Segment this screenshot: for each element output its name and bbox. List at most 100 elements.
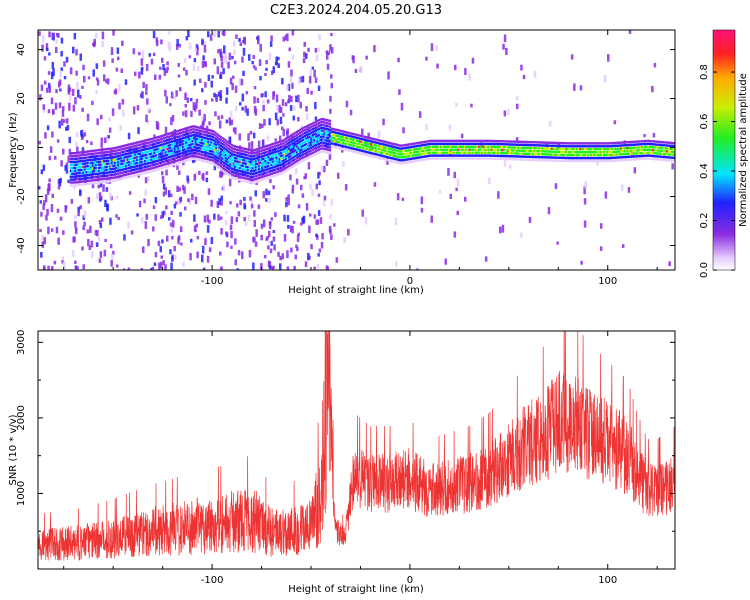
spectrogram-cell bbox=[428, 148, 431, 152]
spectrogram-cell bbox=[387, 150, 390, 153]
spectrogram-cell bbox=[389, 142, 392, 145]
spectrogram-cell bbox=[80, 157, 83, 160]
spectrogram-cell bbox=[186, 147, 189, 150]
spectrogram-cell bbox=[212, 138, 215, 142]
spectrogram-cell bbox=[671, 150, 673, 153]
spectrogram-cell bbox=[362, 152, 365, 156]
spectrogram-cell bbox=[251, 178, 254, 182]
spectrogram-cell bbox=[158, 167, 161, 171]
spectrogram-cell bbox=[515, 137, 519, 143]
spectrogram-cell bbox=[666, 147, 669, 150]
spectrogram-cell bbox=[493, 151, 496, 154]
spectrogram-cell bbox=[265, 159, 268, 162]
spectrogram-cell bbox=[623, 147, 626, 150]
spectrogram-cell bbox=[308, 144, 311, 147]
spectrogram-cell bbox=[79, 95, 82, 99]
spectrogram-cell bbox=[277, 167, 279, 170]
spectrogram-cell bbox=[51, 131, 54, 138]
spectrogram-cell bbox=[265, 162, 268, 165]
spectrogram-cell bbox=[667, 147, 670, 150]
spectrogram-cell bbox=[137, 173, 140, 176]
spectrogram-cell bbox=[169, 222, 173, 227]
spectrogram-cell bbox=[639, 140, 642, 143]
spectrogram-cell bbox=[637, 157, 640, 161]
spectrogram-cell bbox=[164, 163, 167, 166]
spectrogram-cell bbox=[356, 133, 359, 137]
spectrogram-cell bbox=[291, 151, 294, 154]
spectrogram-cell bbox=[585, 145, 588, 148]
spectrogram-cell bbox=[441, 145, 444, 148]
spectrogram-cell bbox=[650, 148, 653, 152]
spectrogram-cell bbox=[121, 156, 124, 160]
spectrogram-cell bbox=[224, 168, 227, 172]
spectrogram-cell bbox=[107, 150, 110, 154]
spectrogram-cell bbox=[550, 144, 553, 147]
spectrogram-cell bbox=[201, 254, 204, 263]
spectrogram-cell bbox=[118, 151, 121, 154]
spectrogram-cell bbox=[322, 138, 325, 142]
spectrogram-cell bbox=[580, 260, 583, 265]
spectrogram-cell bbox=[264, 73, 267, 76]
spectrogram-cell bbox=[332, 133, 335, 137]
spectrogram-cell bbox=[227, 141, 230, 145]
snr-ylabel: SNR (10 * v/v) bbox=[8, 414, 19, 485]
spectrogram-cell bbox=[284, 169, 287, 173]
spectrogram-cell bbox=[254, 169, 257, 172]
spectrogram-cell bbox=[96, 155, 99, 158]
spectrogram-cell bbox=[227, 162, 230, 165]
spectrogram-cell bbox=[316, 125, 319, 129]
spectrogram-cell bbox=[664, 141, 667, 144]
spectrogram-cell bbox=[329, 149, 332, 152]
spectrogram-cell bbox=[493, 154, 496, 157]
spectrogram-cell bbox=[223, 141, 226, 144]
spectrogram-cell bbox=[235, 145, 238, 148]
spectrogram-cell bbox=[231, 144, 234, 147]
spectrogram-cell bbox=[281, 139, 284, 142]
spectrogram-cell bbox=[427, 157, 430, 161]
spectrogram-cell bbox=[232, 127, 236, 132]
spectrogram-cell bbox=[506, 152, 509, 155]
spectrogram-cell bbox=[120, 160, 123, 163]
spectrogram-cell bbox=[101, 175, 104, 178]
spectrogram-cell bbox=[82, 171, 85, 174]
spectrogram-cell bbox=[309, 184, 312, 189]
spectrogram-cell bbox=[246, 180, 249, 184]
spectrogram-cell bbox=[652, 140, 655, 143]
spectrogram-cell bbox=[254, 172, 257, 175]
spectrogram-cell bbox=[620, 150, 623, 153]
spectrogram-cell bbox=[371, 137, 374, 141]
spectrogram-cell bbox=[259, 179, 262, 182]
spectrogram-cell bbox=[155, 37, 159, 43]
spectrogram-cell bbox=[256, 174, 259, 177]
spectrogram-cell bbox=[194, 157, 197, 161]
spectrogram-cell bbox=[159, 246, 162, 253]
spectrogram-cell bbox=[199, 156, 202, 159]
spectrogram-cell bbox=[574, 148, 577, 151]
spectrogram-cell bbox=[118, 166, 121, 169]
spectrogram-cell bbox=[104, 199, 107, 207]
spectrogram-cell bbox=[419, 156, 422, 159]
spectrogram-cell bbox=[338, 144, 341, 147]
spectrogram-cell bbox=[142, 157, 145, 160]
spectrogram-cell bbox=[509, 143, 512, 146]
spectrogram-cell bbox=[655, 146, 658, 149]
spectrogram-cell bbox=[636, 140, 639, 143]
spectrogram-cell bbox=[607, 151, 610, 154]
spectrogram-cell bbox=[436, 139, 439, 143]
spectrogram-cell bbox=[476, 154, 479, 157]
spectrogram-cell bbox=[315, 120, 317, 123]
spectrogram-cell bbox=[604, 153, 607, 157]
spectrogram-cell bbox=[45, 87, 49, 93]
spectrogram-cell bbox=[190, 110, 193, 117]
spectrogram-cell bbox=[58, 79, 62, 86]
spectrogram-cell bbox=[210, 237, 214, 244]
spectrogram-cell bbox=[178, 129, 181, 132]
spectrogram-cell bbox=[300, 130, 303, 134]
spectrogram-cell bbox=[419, 159, 422, 162]
spectrogram-cell bbox=[547, 153, 550, 156]
spectrogram-cell bbox=[612, 156, 615, 159]
spectrogram-cell bbox=[172, 160, 175, 163]
spectrogram-cell bbox=[446, 145, 449, 148]
spectrogram-cell bbox=[195, 223, 198, 228]
